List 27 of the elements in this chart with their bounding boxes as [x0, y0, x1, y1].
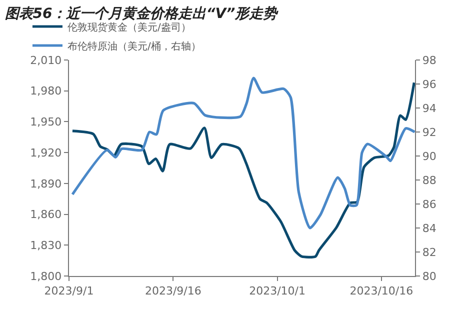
line-series — [71, 81, 415, 258]
legend-label: 伦敦现货黄金（美元/盎司） — [67, 21, 191, 34]
y-tick-label: 1,950 — [30, 116, 62, 129]
y-tick-label: 1,920 — [30, 146, 62, 160]
y-tick-label: 1,830 — [30, 238, 62, 252]
y-tick-label: 1,860 — [30, 208, 62, 222]
y2-tick-label: 90 — [422, 150, 436, 163]
y-tick-label: 1,890 — [30, 177, 62, 190]
y2-tick-label: 94 — [422, 102, 436, 115]
x-tick-label: 2023/10/16 — [350, 284, 414, 298]
x-tick-label: 2023/9/1 — [44, 284, 94, 298]
y2-tick-label: 92 — [422, 126, 436, 139]
y2-tick-label: 82 — [422, 246, 436, 259]
y2-tick-label: 86 — [422, 198, 436, 211]
chart-title: 图表56：近一个月黄金价格走出“V”形走势 — [4, 5, 280, 22]
y2-tick-label: 98 — [422, 54, 436, 67]
y-tick-label: 1,980 — [30, 84, 62, 98]
y2-tick-label: 84 — [422, 222, 436, 235]
x-tick-label: 2023/9/16 — [144, 284, 202, 298]
y2-tick-label: 96 — [422, 78, 436, 91]
y2-tick-label: 80 — [422, 270, 436, 283]
line-series — [71, 76, 415, 230]
legend-label: 布伦特原油（美元/桶，右轴） — [67, 40, 201, 52]
x-tick-label: 2023/10/1 — [249, 284, 306, 298]
y-tick-label: 1,800 — [30, 270, 62, 283]
y2-tick-label: 88 — [422, 174, 436, 187]
y-tick-label: 2,010 — [30, 54, 62, 67]
